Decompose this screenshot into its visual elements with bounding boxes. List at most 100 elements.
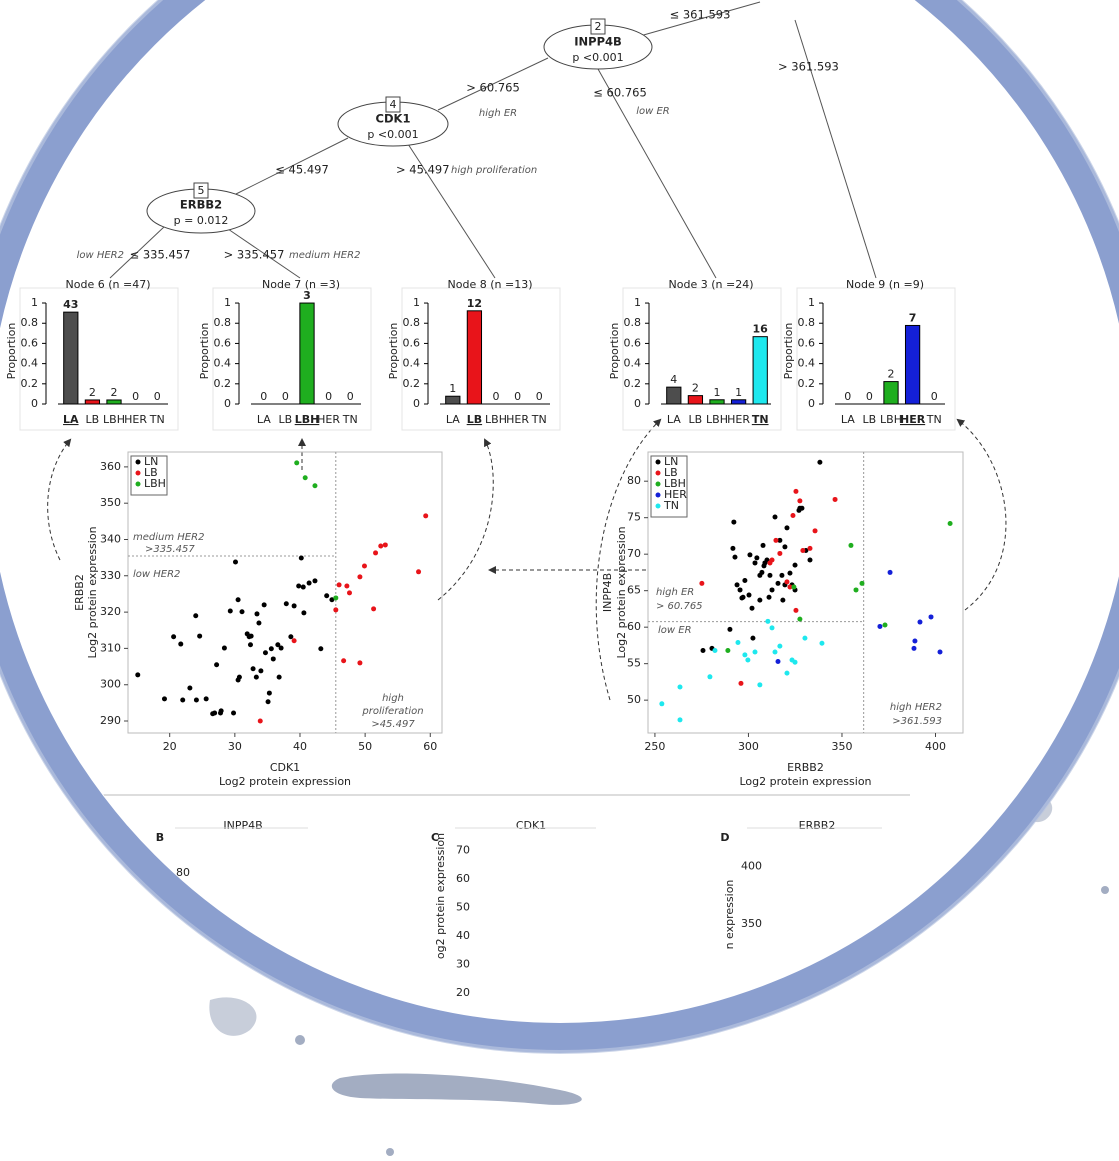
bar-count: 0 bbox=[844, 390, 851, 403]
point bbox=[791, 585, 796, 590]
bar-count: 0 bbox=[132, 390, 139, 403]
point bbox=[757, 682, 762, 687]
y-axis-label: Log2 protein expression bbox=[615, 526, 628, 658]
point bbox=[187, 685, 192, 690]
y-tick-label: 70 bbox=[456, 844, 470, 857]
point bbox=[948, 521, 953, 526]
y-tick-label: 0.6 bbox=[798, 336, 816, 349]
point bbox=[793, 660, 798, 665]
bar-count: 1 bbox=[735, 386, 742, 399]
annotation: >361.593 bbox=[892, 716, 942, 727]
x-tick-label: LB bbox=[86, 413, 100, 426]
chart-title: CDK1 bbox=[516, 819, 546, 832]
point bbox=[231, 711, 236, 716]
y-tick-label: 0.2 bbox=[403, 377, 421, 390]
point bbox=[254, 611, 259, 616]
point bbox=[222, 646, 227, 651]
point bbox=[732, 555, 737, 560]
point bbox=[776, 581, 781, 586]
point bbox=[194, 697, 199, 702]
bar bbox=[688, 396, 702, 404]
y-tick-label: 340 bbox=[100, 532, 121, 545]
point bbox=[742, 578, 747, 583]
point bbox=[800, 548, 805, 553]
bar bbox=[667, 387, 681, 404]
splash bbox=[209, 997, 256, 1036]
point bbox=[262, 602, 267, 607]
x-tick-label: LBH bbox=[103, 413, 125, 426]
y-tick-label: 75 bbox=[627, 511, 641, 524]
y-tick-label: 50 bbox=[627, 693, 641, 706]
chart-title: Node 8 (n =13) bbox=[448, 278, 533, 291]
y-tick-label: 0 bbox=[808, 397, 815, 410]
legend-swatch bbox=[136, 482, 141, 487]
x-tick-label: LA bbox=[257, 413, 271, 426]
x-tick-label: LB bbox=[467, 413, 482, 426]
bar-count: 0 bbox=[260, 390, 267, 403]
x-tick-label: 300 bbox=[738, 740, 759, 753]
bar-count: 4 bbox=[670, 373, 677, 386]
y-tick-label: 330 bbox=[100, 569, 121, 582]
point bbox=[256, 620, 261, 625]
bar bbox=[107, 400, 121, 404]
point bbox=[877, 624, 882, 629]
point bbox=[659, 701, 664, 706]
point bbox=[819, 641, 824, 646]
point bbox=[357, 574, 362, 579]
bar-count: 2 bbox=[888, 368, 895, 381]
point bbox=[357, 660, 362, 665]
point bbox=[269, 646, 274, 651]
y-tick-label: 300 bbox=[100, 678, 121, 691]
x-tick-label: LBH bbox=[880, 413, 902, 426]
x-tick-label: 40 bbox=[293, 740, 307, 753]
bar-count: 2 bbox=[692, 382, 699, 395]
y-tick-label: 350 bbox=[100, 496, 121, 509]
point bbox=[770, 625, 775, 630]
y-tick-label: 310 bbox=[100, 641, 121, 654]
background bbox=[0, 0, 1119, 1161]
point bbox=[204, 696, 209, 701]
point bbox=[854, 587, 859, 592]
legend-swatch bbox=[136, 460, 141, 465]
y-tick-label: 0.4 bbox=[21, 357, 39, 370]
bar-count: 0 bbox=[493, 390, 500, 403]
point bbox=[782, 544, 787, 549]
chart-title: Node 9 (n =9) bbox=[846, 278, 924, 291]
split-label: ≤ 335.457 bbox=[130, 248, 191, 262]
point bbox=[770, 587, 775, 592]
point bbox=[730, 546, 735, 551]
x-tick-label: HER bbox=[317, 413, 340, 426]
split-note: low ER bbox=[636, 106, 670, 117]
x-tick-label: LA bbox=[841, 413, 855, 426]
x-tick-label: LBH bbox=[706, 413, 728, 426]
x-tick-label: 60 bbox=[423, 740, 437, 753]
split-note: medium HER2 bbox=[289, 250, 360, 261]
split-label: ≤ 45.497 bbox=[275, 163, 329, 177]
split-note: high ER bbox=[479, 108, 517, 119]
point bbox=[750, 606, 755, 611]
split-label: > 45.497 bbox=[396, 163, 450, 177]
y-tick-label: 0.2 bbox=[214, 377, 232, 390]
point bbox=[793, 608, 798, 613]
point bbox=[267, 691, 272, 696]
bar bbox=[753, 337, 767, 404]
point bbox=[324, 593, 329, 598]
point bbox=[279, 646, 284, 651]
point bbox=[383, 542, 388, 547]
annotation: medium HER2 bbox=[133, 532, 204, 543]
point bbox=[303, 475, 308, 480]
point bbox=[296, 583, 301, 588]
point bbox=[423, 513, 428, 518]
legend-swatch bbox=[656, 471, 661, 476]
node-p: p = 0.012 bbox=[174, 214, 229, 227]
point bbox=[344, 583, 349, 588]
point bbox=[817, 460, 822, 465]
point bbox=[193, 613, 198, 618]
x-tick-label: TN bbox=[752, 413, 769, 426]
y-tick-label: 0.8 bbox=[21, 316, 39, 329]
bar-count: 7 bbox=[909, 311, 917, 324]
point bbox=[248, 642, 253, 647]
x-tick-label: LB bbox=[863, 413, 877, 426]
point bbox=[301, 585, 306, 590]
chart-title: Node 3 (n =24) bbox=[669, 278, 754, 291]
